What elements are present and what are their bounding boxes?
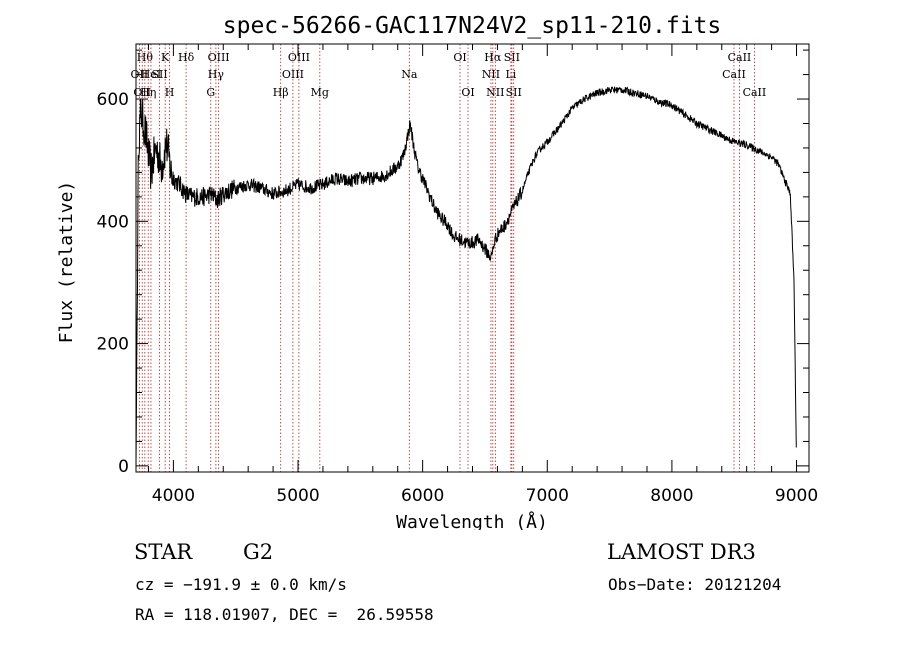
- line-marker-label-16: Na: [401, 68, 418, 81]
- line-marker-label-6: K: [161, 51, 170, 64]
- spectrum-chart: spec-56266-GAC117N24V2_sp11-210.fits OII…: [56, 13, 818, 530]
- x-tick-label: 8000: [650, 486, 693, 506]
- line-marker-label-20: Hα: [484, 51, 502, 64]
- subclass: G2: [243, 540, 274, 564]
- object-class: STAR: [134, 540, 193, 564]
- line-marker-label-23: SII: [504, 51, 520, 64]
- line-marker-label-18: OI: [461, 86, 474, 99]
- flux-series-line: [135, 86, 797, 466]
- line-marker-label-1: OII: [133, 86, 151, 99]
- x-tick-label: 7000: [526, 486, 569, 506]
- line-marker-label-15: Mg: [311, 86, 329, 99]
- line-marker-label-25: CaII: [722, 68, 746, 81]
- line-marker-label-12: Hβ: [273, 86, 289, 99]
- obs-date: Obs−Date: 20121204: [608, 575, 782, 594]
- y-tick-label: 600: [97, 90, 129, 110]
- line-marker-label-10: Hγ: [208, 68, 225, 81]
- line-marker-label-19: NII: [482, 68, 500, 81]
- redshift-text: cz = −191.9 ± 0.0 km/s: [135, 575, 347, 594]
- line-marker-label-8: Hδ: [178, 51, 195, 64]
- x-tick-label: 9000: [775, 486, 818, 506]
- line-marker-label-4: HeI: [141, 68, 161, 81]
- line-markers: OIIOIIHθHηHeISIIKHHδGHγOIIIHβOIIIOIIIMgN…: [131, 44, 767, 472]
- coordinates: RA = 118.01907, DEC = 26.59558: [135, 605, 434, 624]
- y-tick-label: 0: [118, 457, 129, 477]
- x-axis-label: Wavelength (Å): [396, 511, 548, 530]
- survey-label: LAMOST DR3: [607, 540, 756, 564]
- line-marker-label-14: OIII: [288, 51, 310, 64]
- x-axis: 4000 5000 6000 7000 8000 9000: [147, 44, 818, 506]
- line-marker-label-24: SII: [506, 86, 522, 99]
- line-marker-label-5: SII: [151, 68, 167, 81]
- y-axis-label: Flux (relative): [56, 181, 77, 344]
- plot-frame: [135, 43, 810, 473]
- line-marker-label-26: CaII: [728, 51, 752, 64]
- line-marker-label-3: Hη: [140, 86, 156, 99]
- x-tick-label: 5000: [276, 486, 319, 506]
- x-tick-label: 6000: [401, 486, 444, 506]
- chart-title: spec-56266-GAC117N24V2_sp11-210.fits: [223, 13, 722, 39]
- line-marker-label-22: Li: [505, 68, 516, 81]
- y-axis: 0 200 400 600: [97, 49, 809, 477]
- x-tick-label: 4000: [152, 486, 195, 506]
- line-marker-label-2: Hθ: [137, 51, 154, 64]
- line-marker-label-9: G: [206, 86, 215, 99]
- line-marker-label-27: CaII: [743, 86, 767, 99]
- line-marker-label-11: OIII: [208, 51, 230, 64]
- y-tick-label: 400: [97, 212, 129, 232]
- y-tick-label: 200: [97, 335, 129, 355]
- line-marker-label-7: H: [165, 86, 175, 99]
- line-marker-label-21: NII: [486, 86, 504, 99]
- line-marker-label-17: OI: [453, 51, 466, 64]
- line-marker-label-13: OIII: [282, 68, 304, 81]
